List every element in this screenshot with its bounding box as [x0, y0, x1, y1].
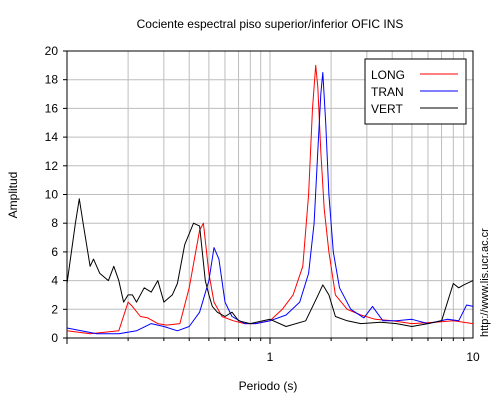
x-tick-label: 1 — [267, 350, 274, 364]
y-tick-label: 0 — [51, 331, 58, 345]
chart-title: Cociente espectral piso superior/inferio… — [137, 17, 404, 31]
series-lines — [66, 64, 474, 335]
legend-label-tran: TRAN — [371, 85, 404, 99]
y-tick-label: 4 — [51, 274, 58, 288]
y-tick-label: 10 — [45, 188, 59, 202]
x-axis-title: Periodo (s) — [239, 379, 298, 393]
axes: 0 2 4 6 8 10 12 14 16 18 20 1 10 — [45, 44, 480, 364]
series-line-tran — [66, 72, 474, 335]
watermark-url: http://www.lis.ucr.ac.cr — [479, 228, 491, 337]
y-tick-label: 18 — [45, 73, 59, 87]
y-tick-label: 2 — [51, 302, 58, 316]
x-tick-label: 10 — [466, 350, 480, 364]
y-tick-label: 14 — [45, 130, 59, 144]
series-line-vert — [66, 198, 474, 327]
y-tick-label: 12 — [45, 159, 59, 173]
y-tick-label: 8 — [51, 216, 58, 230]
y-tick-label: 6 — [51, 245, 58, 259]
legend-label-vert: VERT — [371, 102, 403, 116]
y-tick-label: 16 — [45, 101, 59, 115]
legend-label-long: LONG — [371, 68, 405, 82]
y-axis-title: Amplitud — [6, 172, 20, 219]
legend: LONG TRAN VERT — [364, 58, 467, 125]
y-tick-label: 20 — [45, 44, 59, 58]
